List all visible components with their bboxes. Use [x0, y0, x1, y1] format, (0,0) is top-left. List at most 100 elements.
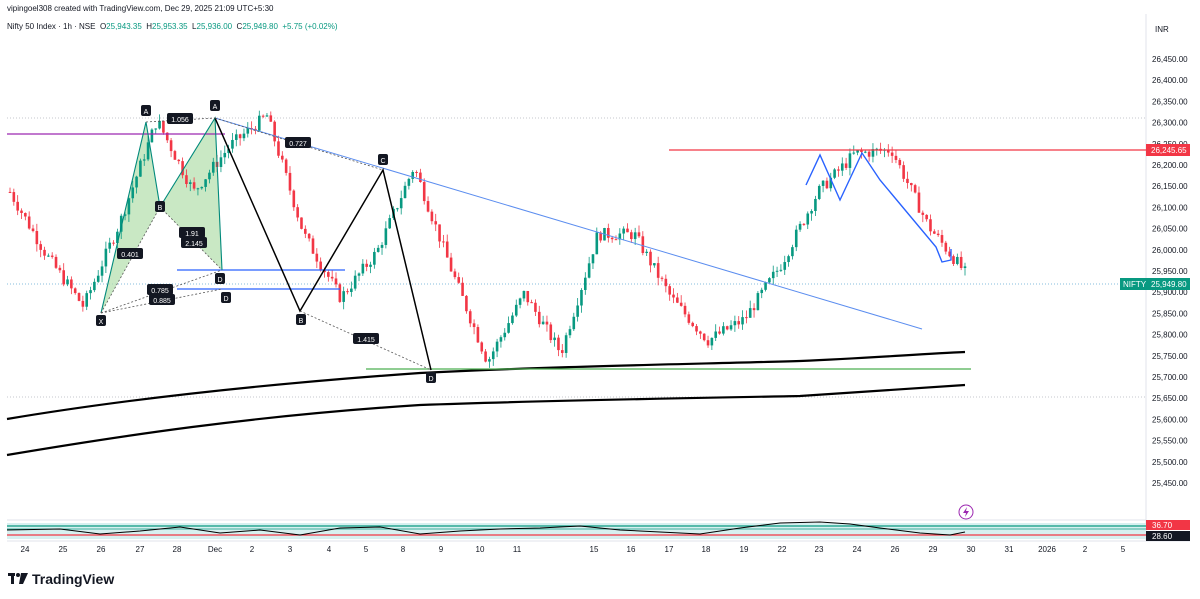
candle	[223, 145, 227, 165]
ohlc-l-label: L	[192, 22, 197, 31]
candle	[70, 276, 73, 295]
svg-text:25,949.80: 25,949.80	[1151, 280, 1187, 289]
candle	[422, 178, 426, 205]
candle	[211, 157, 215, 176]
candle	[925, 214, 928, 222]
ratio-box	[353, 333, 379, 344]
candle	[399, 190, 403, 215]
candle	[511, 312, 514, 325]
candle	[273, 120, 276, 147]
time-tick: 29	[929, 545, 938, 554]
ratio-label: 2.145	[185, 241, 203, 248]
candle	[47, 253, 50, 257]
ratio-box	[179, 227, 205, 238]
pattern-point-box	[221, 292, 231, 303]
candle	[871, 143, 875, 163]
time-tick: 2	[250, 545, 255, 554]
candle	[62, 263, 65, 287]
candle	[802, 223, 806, 226]
candle	[465, 294, 468, 314]
candle	[791, 244, 794, 260]
pattern-point-label: B	[158, 205, 163, 212]
price-tick: 25,850.00	[1152, 309, 1188, 318]
time-tick: 3	[288, 545, 293, 554]
candle	[376, 244, 380, 253]
candle	[768, 277, 771, 284]
candle	[741, 310, 744, 330]
candle	[821, 180, 825, 193]
lightning-icon[interactable]	[958, 504, 974, 520]
candle	[96, 270, 100, 283]
candle	[633, 227, 637, 245]
candle	[81, 295, 85, 312]
candle	[568, 325, 572, 339]
candle	[518, 297, 522, 309]
candle	[933, 229, 936, 235]
candle	[549, 322, 553, 344]
candle	[292, 189, 296, 211]
candle	[219, 150, 223, 173]
candle	[192, 177, 196, 191]
candle	[894, 149, 898, 164]
moving-averages	[6, 350, 966, 457]
candle	[43, 246, 46, 260]
candle	[837, 166, 840, 177]
candle	[234, 129, 238, 147]
candle	[660, 276, 664, 282]
candle	[269, 111, 273, 122]
price-tick: 26,450.00	[1152, 55, 1188, 64]
time-tick: 11	[513, 545, 522, 554]
ratio-box	[167, 113, 193, 124]
candle	[630, 229, 633, 243]
time-tick: 22	[778, 545, 787, 554]
candle	[587, 256, 591, 279]
tradingview-logo[interactable]: TradingView	[8, 571, 114, 587]
candle	[27, 211, 31, 230]
candle	[188, 179, 192, 192]
candle	[281, 151, 284, 163]
candle	[572, 312, 576, 331]
candle	[584, 272, 587, 295]
candle	[380, 242, 384, 255]
pattern-point-box	[210, 100, 220, 111]
ohlc-change: +5.75 (+0.02%)	[282, 22, 338, 31]
time-tick: 23	[815, 545, 824, 554]
time-tick: 2	[1083, 545, 1088, 554]
candle	[672, 288, 675, 304]
candle	[534, 299, 537, 317]
candle	[346, 288, 349, 295]
time-tick: 17	[665, 545, 674, 554]
price-tick: 26,350.00	[1152, 97, 1188, 106]
candle	[16, 195, 19, 216]
candle	[457, 272, 461, 284]
candle	[748, 300, 752, 318]
ratio-box	[181, 237, 207, 248]
candle	[39, 240, 42, 258]
price-tick: 25,950.00	[1152, 267, 1188, 276]
candle	[384, 221, 388, 249]
candlesticks	[8, 110, 967, 368]
ratio-label: 0.727	[289, 141, 307, 148]
candle	[963, 262, 967, 276]
time-tick: Dec	[208, 545, 222, 554]
candle	[718, 326, 721, 335]
candle	[714, 324, 718, 341]
candle	[77, 292, 81, 302]
candle	[319, 257, 322, 272]
pattern-point-label: C	[380, 158, 385, 165]
candle	[284, 158, 288, 176]
candle	[20, 208, 23, 219]
candle	[537, 305, 541, 328]
candle	[54, 254, 58, 269]
time-tick: 24	[21, 545, 30, 554]
candle	[231, 132, 234, 153]
candle	[641, 231, 645, 256]
candle	[833, 168, 836, 180]
time-tick: 4	[327, 545, 332, 554]
candle	[691, 321, 694, 328]
candle	[419, 168, 422, 183]
candle	[856, 150, 859, 156]
candle	[764, 281, 767, 292]
candle	[58, 265, 62, 273]
